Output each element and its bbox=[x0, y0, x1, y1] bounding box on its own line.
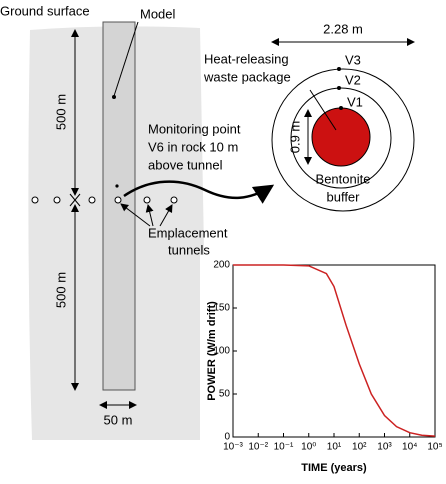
label: 2.28 m bbox=[323, 21, 363, 36]
x-tick-label: 10⁰ bbox=[301, 442, 316, 453]
label: waste package bbox=[203, 69, 291, 84]
x-label: TIME (years) bbox=[301, 462, 367, 474]
y-tick-label: 50 bbox=[219, 389, 231, 400]
leader bbox=[113, 21, 139, 97]
dot bbox=[337, 86, 341, 90]
label: Heat-releasing bbox=[204, 51, 289, 66]
y-tick-label: 0 bbox=[224, 432, 230, 443]
label: V2 bbox=[345, 72, 361, 87]
model-column bbox=[102, 21, 136, 391]
label: Bentonite bbox=[316, 171, 371, 186]
label: Ground surface bbox=[0, 3, 90, 18]
dot bbox=[337, 67, 341, 71]
bowtie bbox=[69, 193, 81, 207]
waste-package bbox=[311, 107, 371, 167]
x-tick-label: 10⁵ bbox=[427, 442, 442, 453]
label: 500 m bbox=[53, 94, 68, 130]
y-label: POWER (W/m drift) bbox=[206, 301, 218, 401]
arrow bbox=[120, 203, 151, 227]
arrow bbox=[159, 204, 173, 227]
tunnels bbox=[31, 196, 178, 204]
x-tick-label: 10⁻¹ bbox=[274, 442, 294, 453]
label: V1 bbox=[347, 94, 363, 109]
x-tick-label: 10⁻² bbox=[248, 442, 268, 453]
label: V6 in rock 10 m bbox=[148, 139, 238, 154]
label: Model bbox=[140, 6, 176, 21]
label: V3 bbox=[345, 52, 361, 67]
y-tick-label: 150 bbox=[213, 303, 230, 314]
label: 500 m bbox=[53, 272, 68, 308]
dot bbox=[339, 106, 343, 110]
label: buffer bbox=[326, 189, 360, 204]
label: 0.9 m bbox=[287, 121, 302, 154]
label: above tunnel bbox=[148, 157, 223, 172]
x-tick-label: 10⁴ bbox=[402, 442, 417, 453]
y-tick-label: 100 bbox=[213, 346, 230, 357]
label: Monitoring point bbox=[148, 121, 241, 136]
leader bbox=[309, 89, 337, 131]
x-tick-label: 10¹ bbox=[327, 442, 342, 453]
dot bbox=[112, 95, 116, 99]
arrow bbox=[123, 180, 275, 204]
x-tick-label: 10² bbox=[352, 442, 367, 453]
label: Emplacement bbox=[148, 225, 228, 240]
label: 50 m bbox=[104, 412, 133, 427]
arrow bbox=[145, 204, 154, 227]
label: tunnels bbox=[168, 242, 210, 257]
x-tick-label: 10³ bbox=[377, 442, 392, 453]
dot bbox=[115, 184, 119, 188]
power-line bbox=[233, 264, 436, 437]
y-tick-label: 200 bbox=[213, 260, 230, 271]
x-tick-label: 10⁻³ bbox=[223, 442, 243, 453]
chart-bg bbox=[200, 255, 446, 479]
